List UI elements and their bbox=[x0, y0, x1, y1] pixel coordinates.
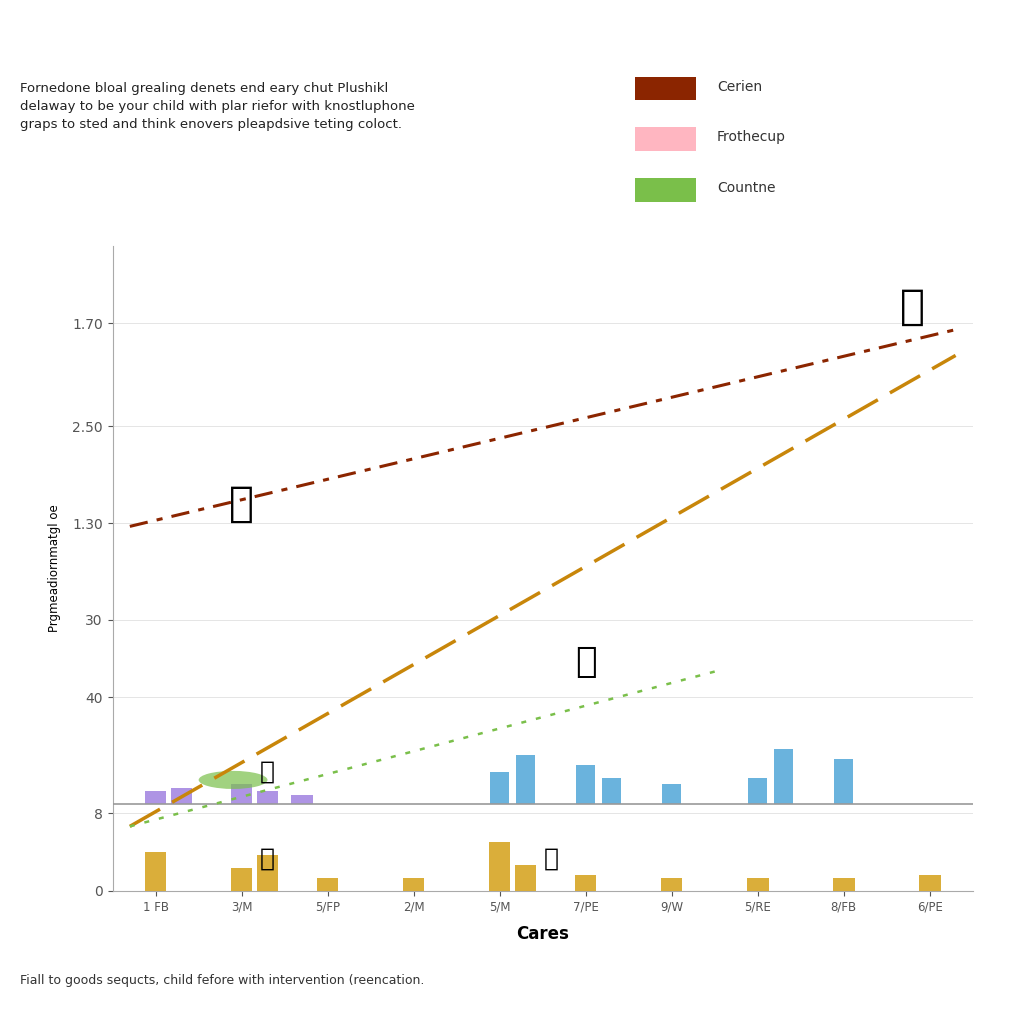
Bar bbox=[749, 778, 767, 804]
Text: 🐪: 🐪 bbox=[260, 847, 275, 870]
Bar bbox=[662, 878, 683, 891]
Text: 🐪: 🐪 bbox=[544, 847, 559, 870]
Text: 🐘: 🐘 bbox=[574, 645, 597, 679]
Y-axis label: Prgmeadiornmatgl oe: Prgmeadiornmatgl oe bbox=[48, 505, 61, 632]
Bar bbox=[835, 759, 853, 804]
Bar bbox=[602, 778, 621, 804]
X-axis label: Cares: Cares bbox=[516, 925, 569, 943]
Text: Fiall to goods sequcts, child fefore with intervention (reencation.: Fiall to goods sequcts, child fefore wit… bbox=[20, 975, 425, 987]
Bar bbox=[231, 868, 252, 891]
Ellipse shape bbox=[199, 771, 267, 788]
Bar bbox=[920, 874, 941, 891]
Bar bbox=[403, 878, 425, 891]
Bar bbox=[663, 784, 681, 804]
Bar bbox=[834, 878, 855, 891]
Bar bbox=[577, 765, 595, 804]
Bar bbox=[635, 178, 696, 202]
Bar bbox=[635, 77, 696, 100]
Text: Countne: Countne bbox=[717, 181, 775, 196]
Text: Frothecup: Frothecup bbox=[717, 130, 785, 144]
Text: 🤖: 🤖 bbox=[900, 286, 925, 328]
Bar bbox=[257, 855, 279, 891]
Bar bbox=[748, 878, 768, 891]
Bar bbox=[257, 791, 279, 804]
Bar bbox=[489, 843, 511, 891]
Bar bbox=[317, 878, 338, 891]
Bar bbox=[516, 756, 535, 804]
Text: Cerien: Cerien bbox=[717, 80, 762, 94]
Bar bbox=[291, 796, 312, 804]
Bar bbox=[490, 771, 509, 804]
Bar bbox=[774, 749, 793, 804]
Text: Fornedone bloal grealing denets end eary chut Plushikl
delaway to be your child : Fornedone bloal grealing denets end eary… bbox=[20, 82, 416, 131]
Bar bbox=[635, 127, 696, 151]
Bar bbox=[575, 874, 596, 891]
Bar bbox=[145, 791, 166, 804]
Bar bbox=[231, 784, 252, 804]
Bar bbox=[171, 787, 193, 804]
Text: PCares screening (resuls): PCares screening (resuls) bbox=[12, 16, 354, 40]
Text: 🦎: 🦎 bbox=[260, 760, 275, 783]
Bar bbox=[515, 865, 537, 891]
Bar bbox=[145, 852, 166, 891]
Text: 🦌: 🦌 bbox=[229, 482, 254, 525]
